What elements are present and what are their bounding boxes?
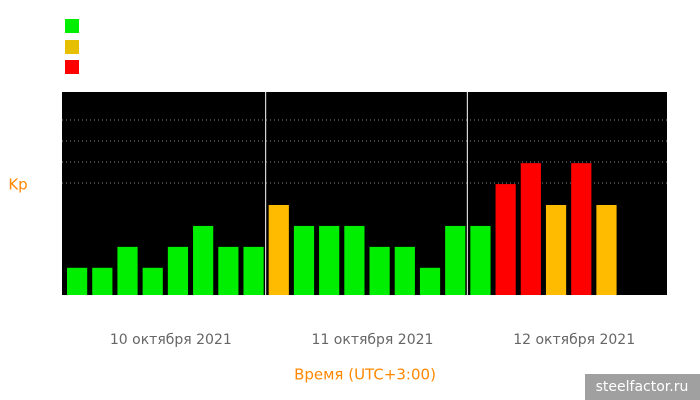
bar bbox=[369, 246, 390, 295]
bar bbox=[243, 246, 264, 295]
legend-swatch bbox=[65, 19, 79, 33]
bar bbox=[117, 246, 138, 295]
x-axis-label: Время (UTC+3:00) bbox=[294, 366, 436, 384]
bar bbox=[167, 246, 189, 295]
bar bbox=[470, 225, 491, 295]
legend-swatch bbox=[65, 40, 79, 54]
bar bbox=[394, 246, 415, 295]
y-axis-label: Kp bbox=[8, 176, 27, 194]
bar bbox=[268, 205, 289, 295]
bar bbox=[520, 163, 541, 295]
bar bbox=[571, 163, 592, 295]
watermark: steelfactor.ru bbox=[596, 379, 689, 395]
bar bbox=[545, 205, 567, 295]
bar bbox=[344, 225, 365, 295]
bar bbox=[92, 267, 113, 295]
bar bbox=[293, 225, 315, 295]
bar bbox=[142, 267, 163, 295]
bar bbox=[495, 184, 516, 295]
legend-swatch bbox=[65, 60, 79, 74]
x-tick-label: 11 октября 2021 bbox=[312, 332, 434, 348]
bar bbox=[319, 225, 340, 295]
bar bbox=[419, 267, 441, 295]
watermark-box bbox=[585, 374, 700, 400]
bar bbox=[67, 267, 88, 295]
bar bbox=[596, 205, 617, 295]
bar bbox=[218, 246, 239, 295]
bar bbox=[193, 225, 214, 295]
grid bbox=[62, 119, 667, 184]
bar bbox=[445, 225, 466, 295]
x-tick-label: 12 октября 2021 bbox=[513, 332, 635, 348]
x-tick-label: 10 октября 2021 bbox=[110, 332, 232, 348]
